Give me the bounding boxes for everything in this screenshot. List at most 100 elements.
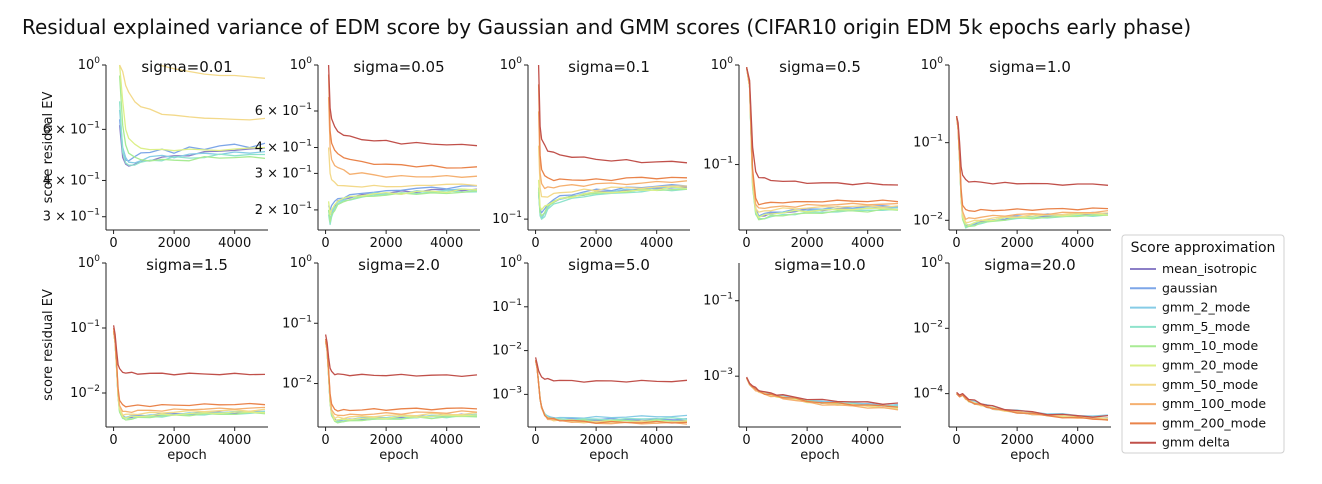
panel-sigma-0-05: 0 2000 4000 100 6 × 10−1 4 × 10−1 3 × 10−1 2 × … <box>255 56 480 251</box>
y-tick-label: 6 × 10−1 <box>43 120 100 137</box>
x-tick-label: 0 <box>321 236 329 251</box>
x-tick-label: 2000 <box>158 433 191 448</box>
panel-sigma-0-5: 0 2000 4000 100 10−1 sigma=0.5 <box>703 56 901 251</box>
y-axis-label: score residual EV <box>41 91 56 203</box>
y-tick-label: 10−1 <box>282 314 312 331</box>
y-tick-label: 10−2 <box>913 319 943 336</box>
series-line-gmm-20-mode <box>537 179 688 211</box>
legend-frame <box>1121 234 1285 454</box>
legend-label: gaussian <box>1162 280 1218 295</box>
x-tick-label: 4000 <box>218 236 251 251</box>
panel-title: sigma=5.0 <box>568 256 650 274</box>
series-line-gmm-50-mode-upper <box>158 64 266 79</box>
series-line-gmm-5-mode <box>327 190 478 226</box>
series-group <box>324 334 478 424</box>
series-line-gmm-200-mode <box>112 327 266 408</box>
x-tick-label: 2000 <box>580 433 613 448</box>
x-tick-label: 4000 <box>218 433 251 448</box>
y-tick-label: 10−1 <box>703 156 733 173</box>
x-tick-label: 0 <box>321 433 329 448</box>
legend-entry-gaussian: gaussian <box>1130 280 1218 295</box>
series-line-gmm-delta <box>324 334 478 378</box>
series-line-gmm-20-mode <box>745 67 899 219</box>
x-axis-label: epoch <box>589 448 629 463</box>
y-tick-label: 2 × 10−1 <box>255 201 312 218</box>
y-tick-label: 10−1 <box>70 319 100 336</box>
legend-label: gmm delta <box>1162 435 1230 450</box>
y-tick-label: 100 <box>921 254 944 271</box>
series-line-gmm-20-mode <box>534 360 688 424</box>
x-tick-label: 0 <box>531 236 539 251</box>
series-line-gmm-100-mode <box>112 330 266 414</box>
y-tick-label: 100 <box>711 56 734 73</box>
legend-entry-mean-isotropic: mean_isotropic <box>1130 261 1257 276</box>
y-tick-label: 6 × 10−1 <box>255 102 312 119</box>
series-line-gmm-50-mode <box>324 341 478 420</box>
series-line-gmm-5-mode <box>955 116 1109 229</box>
x-tick-label: 2000 <box>1001 236 1034 251</box>
series-line-gmm-10-mode <box>112 330 266 421</box>
y-tick-label: 10−1 <box>492 210 522 227</box>
y-tick-label: 100 <box>78 254 101 271</box>
legend-entry-gmm-50-mode: gmm_50_mode <box>1130 377 1258 392</box>
panel-title: sigma=10.0 <box>774 256 865 274</box>
series-line-gmm-200-mode <box>745 67 899 206</box>
series-group <box>745 67 899 221</box>
y-tick-label: 10−4 <box>913 385 943 402</box>
legend-label: gmm_20_mode <box>1162 358 1258 373</box>
legend-label: gmm_2_mode <box>1162 300 1250 315</box>
series-line-mean-isotropic <box>118 125 266 167</box>
x-tick-label: 2000 <box>580 236 613 251</box>
series-line-mean-isotropic <box>745 67 899 217</box>
series-line-gmm-2-mode <box>534 360 688 419</box>
series-group <box>112 325 266 421</box>
panel-sigma-0-1: 0 2000 4000 100 10−1 sigma=0.1 <box>492 56 690 251</box>
panel-title: sigma=0.5 <box>779 58 861 76</box>
series-line-gmm-50-mode <box>537 145 687 198</box>
series-group <box>534 357 688 425</box>
legend-entry-gmm-2-mode: gmm_2_mode <box>1130 300 1250 315</box>
y-tick-label: 4 × 10−1 <box>255 139 312 156</box>
x-tick-label: 4000 <box>430 236 463 251</box>
panel-title: sigma=0.1 <box>568 58 650 76</box>
series-line-gmm-50-mode <box>327 147 478 188</box>
series-line-gmm-50-mode <box>955 116 1109 224</box>
series-line-gmm-2-mode <box>745 67 899 218</box>
x-tick-label: 0 <box>952 433 960 448</box>
series-line-gmm-200-mode <box>324 338 478 412</box>
series-line-gmm-5-mode <box>537 188 688 220</box>
series-line-gmm-100-mode <box>324 341 478 417</box>
legend-label: mean_isotropic <box>1162 261 1257 276</box>
series-group <box>118 64 266 167</box>
panel-title: sigma=0.05 <box>353 58 444 76</box>
x-tick-label: 0 <box>109 433 117 448</box>
series-line-gmm-200-mode <box>746 377 899 408</box>
series-line-gmm-100-mode <box>537 111 688 190</box>
panel-title: sigma=20.0 <box>984 256 1075 274</box>
series-line-gmm-delta <box>745 67 899 186</box>
x-tick-label: 4000 <box>1061 236 1094 251</box>
series-group <box>537 64 688 220</box>
series-line-gmm-10-mode <box>327 190 478 223</box>
y-tick-label: 4 × 10−1 <box>43 171 100 188</box>
series-line-gmm-50-mode <box>534 360 688 424</box>
y-tick-label: 10−1 <box>492 298 522 315</box>
y-tick-label: 100 <box>290 254 313 271</box>
y-tick-label: 10−2 <box>913 211 943 228</box>
y-tick-label: 10−1 <box>913 134 943 151</box>
legend-title: Score approximation <box>1131 240 1276 256</box>
series-line-gmm-20-mode <box>118 64 266 152</box>
x-tick-label: 4000 <box>851 236 884 251</box>
series-line-gmm-200-mode <box>537 84 688 182</box>
series-group <box>746 376 899 411</box>
legend-entry-gmm-5-mode: gmm_5_mode <box>1130 319 1250 334</box>
series-line-gmm-delta <box>534 357 688 383</box>
x-tick-label: 0 <box>742 433 750 448</box>
series-line-gmm-delta <box>746 376 899 405</box>
series-line-gaussian <box>745 67 899 217</box>
panel-sigma-20-0: 0 2000 4000 100 10−2 10−4 sigma=20.0 epoch <box>913 254 1111 463</box>
series-line-mean-isotropic <box>324 341 478 423</box>
series-line-gmm-delta <box>112 325 266 376</box>
panel-title: sigma=1.5 <box>146 256 228 274</box>
chart-title: Residual explained variance of EDM score… <box>22 15 1191 39</box>
